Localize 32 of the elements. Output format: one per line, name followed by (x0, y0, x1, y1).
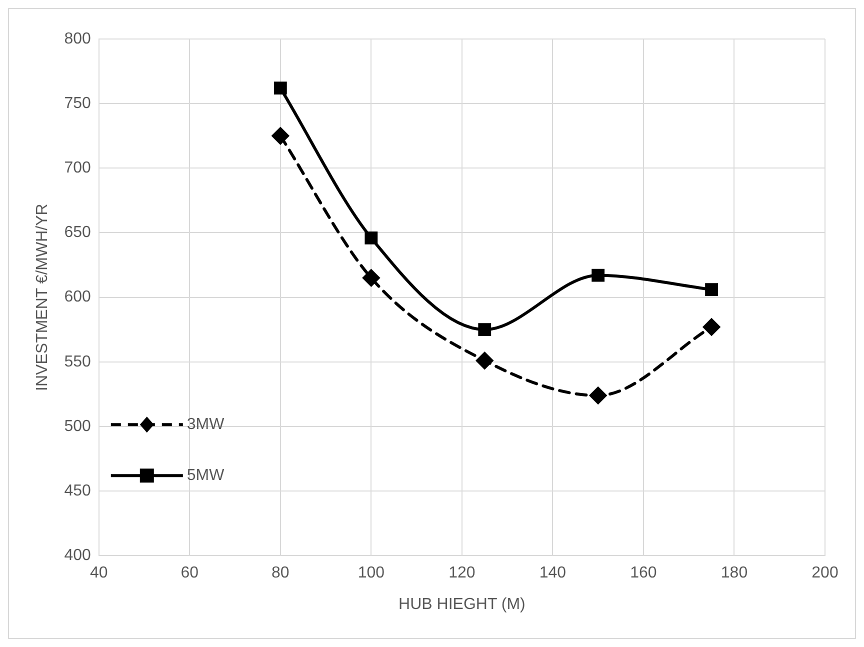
point (478, 323, 492, 336)
x-tick-label: 40 (90, 564, 108, 582)
x-tick-label: 80 (272, 564, 290, 582)
point (362, 269, 380, 286)
y-tick-label: 400 (64, 547, 91, 564)
point (364, 231, 378, 244)
x-tick-label: 180 (720, 564, 748, 582)
x-tick-label: 200 (812, 564, 838, 582)
x-tick-label: 120 (448, 564, 476, 582)
x-tick-label: 160 (630, 564, 657, 582)
y-tick-label: 700 (64, 160, 91, 177)
point (272, 127, 289, 144)
y-tick-label: 500 (64, 418, 91, 435)
x-tick-label: 60 (180, 564, 199, 582)
y-tick-label: 550 (64, 353, 91, 370)
point (592, 268, 605, 282)
x-tick-label: 100 (358, 564, 385, 582)
y-tick-label: 450 (64, 482, 91, 500)
x-tick-label: 140 (539, 564, 566, 582)
x-axis-title: HUB HIEGHT (M) (398, 596, 526, 613)
point (705, 283, 718, 296)
point (703, 318, 720, 336)
legend-label: 5MW (186, 467, 226, 484)
y-tick-label: 750 (64, 94, 91, 112)
point (590, 386, 607, 404)
point (476, 352, 494, 370)
y-tick-label: 800 (64, 30, 91, 48)
point (274, 82, 287, 95)
y-axis-title: INVESTMENT €/MWH/YR (34, 204, 52, 391)
y-tick-label: 650 (64, 224, 91, 242)
y-tick-label: 600 (64, 288, 91, 306)
legend-label: 3MW (186, 416, 226, 434)
